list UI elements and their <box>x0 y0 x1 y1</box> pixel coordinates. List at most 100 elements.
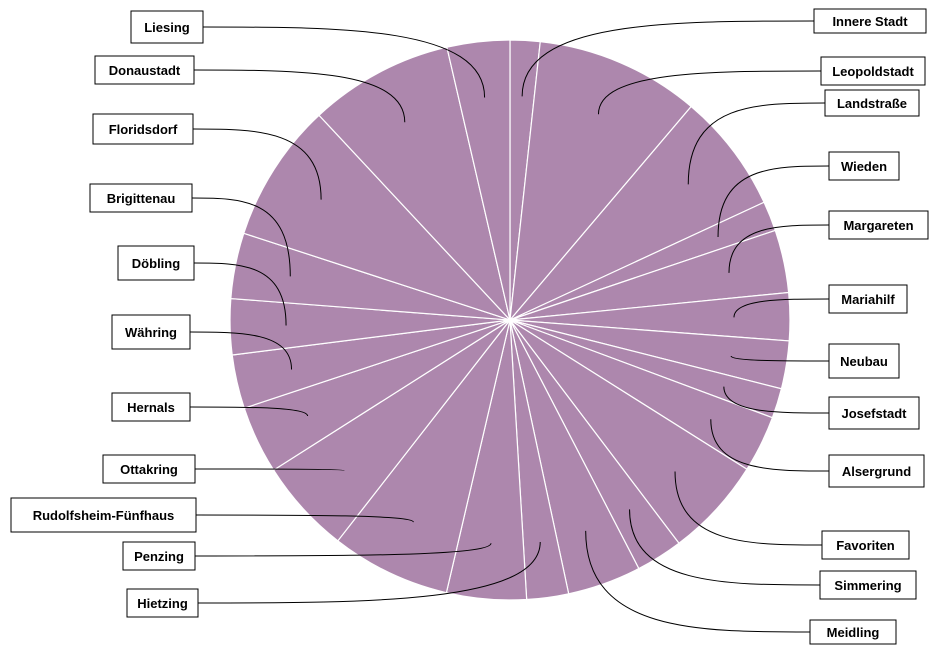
slice-label-leopoldstadt: Leopoldstadt <box>820 56 926 86</box>
slice-label-ottakring: Ottakring <box>102 454 196 484</box>
slice-label-mariahilf: Mariahilf <box>828 284 908 314</box>
leader-line-floridsdorf <box>192 128 322 200</box>
label-text: Hietzing <box>137 596 188 611</box>
label-box <box>828 210 929 240</box>
slice-label-dobling: Döbling <box>117 245 195 281</box>
slice-label-josefstadt: Josefstadt <box>828 396 920 430</box>
label-text: Simmering <box>834 578 901 593</box>
label-box <box>828 284 908 314</box>
label-box <box>828 454 925 488</box>
slice-label-hernals: Hernals <box>111 392 191 422</box>
leader-line-ottakring <box>194 468 345 472</box>
label-text: Rudolfsheim-Fünfhaus <box>33 508 175 523</box>
leader-line-hietzing <box>197 541 541 604</box>
label-text: Wieden <box>841 159 887 174</box>
label-box <box>92 113 194 145</box>
slice-label-donaustadt: Donaustadt <box>94 55 195 85</box>
label-text: Leopoldstadt <box>832 64 914 79</box>
slice-label-liesing: Liesing <box>130 10 204 44</box>
label-box <box>111 314 191 350</box>
slice-label-favoriten: Favoriten <box>821 530 910 560</box>
label-text: Neubau <box>840 354 888 369</box>
slice-label-rudolfsheim-funfhaus: Rudolfsheim-Fünfhaus <box>10 497 197 533</box>
leader-line-margareten <box>728 224 830 273</box>
pie-slices <box>229 39 791 601</box>
label-box <box>820 56 926 86</box>
label-box <box>10 497 197 533</box>
leader-line-landstrasse <box>687 102 826 185</box>
slice-label-wahring: Währing <box>111 314 191 350</box>
label-box <box>828 151 900 181</box>
label-box <box>117 245 195 281</box>
leader-line-wieden <box>717 165 830 237</box>
label-text: Josefstadt <box>841 406 907 421</box>
label-leader-lines <box>189 20 830 633</box>
leader-line-donaustadt <box>193 69 406 123</box>
leader-line-alsergrund <box>710 419 830 472</box>
label-text: Innere Stadt <box>832 14 908 29</box>
label-text: Favoriten <box>836 538 895 553</box>
label-text: Brigittenau <box>107 191 176 206</box>
label-box <box>828 396 920 430</box>
label-text: Döbling <box>132 256 180 271</box>
pie-slice-rudolfsheim-funfhaus <box>336 319 511 594</box>
leader-line-penzing <box>194 542 492 557</box>
slice-labels: Innere Stadt Leopoldstadt Landstraße Wieden… <box>10 8 929 645</box>
leader-line-meidling <box>585 530 811 633</box>
pie-slice-floridsdorf <box>243 114 511 321</box>
slice-label-alsergrund: Alsergrund <box>828 454 925 488</box>
leader-line-brigittenau <box>191 197 291 277</box>
slice-label-neubau: Neubau <box>828 343 900 379</box>
label-text: Liesing <box>144 20 190 35</box>
label-box <box>809 619 897 645</box>
label-box <box>122 541 196 571</box>
label-text: Floridsdorf <box>109 122 178 137</box>
leader-line-josefstadt <box>723 386 830 414</box>
label-box <box>89 183 193 213</box>
label-box <box>111 392 191 422</box>
pie-slice-landstrasse <box>509 105 765 321</box>
label-box <box>130 10 204 44</box>
slice-label-simmering: Simmering <box>819 570 917 600</box>
label-box <box>824 89 920 117</box>
label-text: Mariahilf <box>841 292 895 307</box>
slice-label-hietzing: Hietzing <box>126 588 199 618</box>
leader-line-liesing <box>202 26 486 98</box>
label-text: Hernals <box>127 400 175 415</box>
leader-line-simmering <box>629 509 821 586</box>
label-box <box>94 55 195 85</box>
slice-label-innere-stadt: Innere Stadt <box>813 8 927 34</box>
slice-label-wieden: Wieden <box>828 151 900 181</box>
label-box <box>102 454 196 484</box>
label-box <box>126 588 199 618</box>
label-text: Landstraße <box>837 96 907 111</box>
label-text: Alsergrund <box>842 464 911 479</box>
slice-label-margareten: Margareten <box>828 210 929 240</box>
label-text: Meidling <box>827 625 880 640</box>
pie-slice-liesing <box>446 39 511 321</box>
slice-label-penzing: Penzing <box>122 541 196 571</box>
slice-label-landstrasse: Landstraße <box>824 89 920 117</box>
label-box <box>821 530 910 560</box>
label-text: Donaustadt <box>109 63 181 78</box>
leader-line-dobling <box>193 262 287 326</box>
label-box <box>813 8 927 34</box>
label-text: Ottakring <box>120 462 178 477</box>
leader-line-rudolfsheim-funfhaus <box>195 514 414 523</box>
label-text: Währing <box>125 325 177 340</box>
slice-label-floridsdorf: Floridsdorf <box>92 113 194 145</box>
pie-slice-leopoldstadt <box>509 40 693 322</box>
leader-line-hernals <box>189 406 309 417</box>
leader-line-mariahilf <box>733 298 830 318</box>
label-box <box>828 343 900 379</box>
leader-line-favoriten <box>674 471 823 546</box>
slice-label-brigittenau: Brigittenau <box>89 183 193 213</box>
label-box <box>819 570 917 600</box>
label-text: Margareten <box>843 218 913 233</box>
leader-line-wahring <box>189 331 293 370</box>
leader-line-leopoldstadt <box>597 70 822 115</box>
slice-label-meidling: Meidling <box>809 619 897 645</box>
leader-line-innere-stadt <box>521 20 815 97</box>
leader-line-neubau <box>730 355 830 362</box>
